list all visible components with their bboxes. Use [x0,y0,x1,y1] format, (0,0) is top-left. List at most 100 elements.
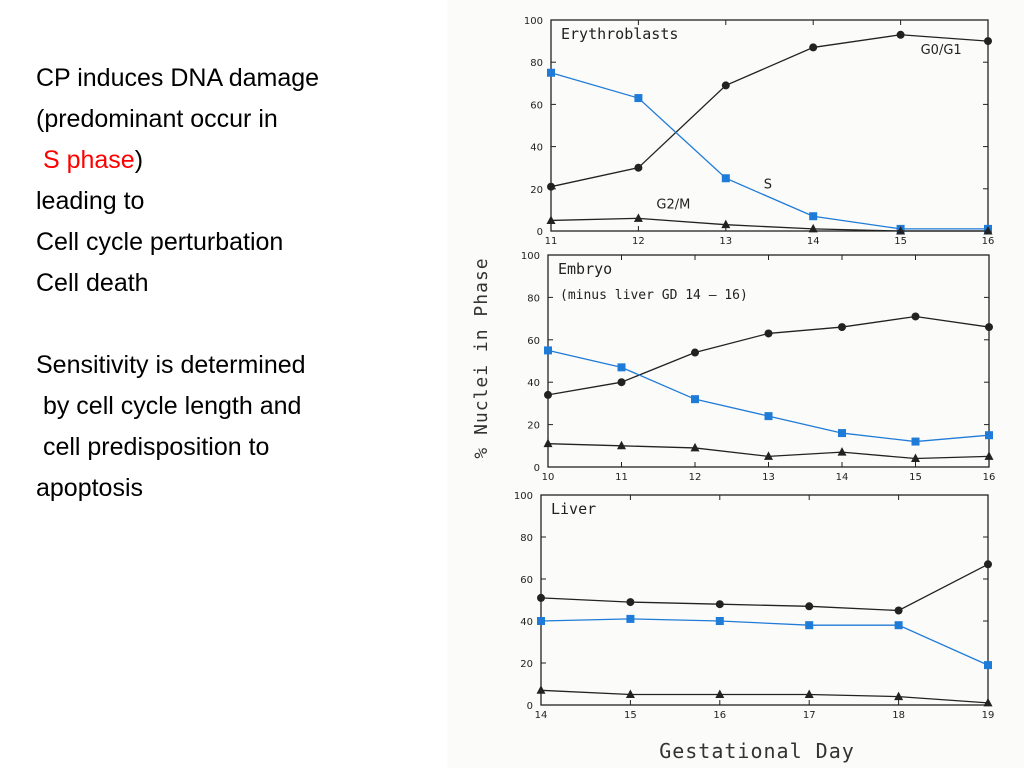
x-tick-label: 15 [624,710,637,721]
x-tick-label: 16 [983,472,996,483]
text-panel: CP induces DNA damage (predominant occur … [36,58,436,509]
data-point-g2m [543,438,553,448]
y-tick-label: 0 [534,463,540,474]
x-tick-label: 14 [807,236,820,247]
data-point-g0g1 [691,348,699,357]
data-point-g0g1 [838,323,846,332]
y-tick-label: 0 [537,227,543,238]
data-point-g0g1 [911,312,920,321]
text-line: S phase) [36,140,436,181]
text-fragment: cell predisposition to [36,433,270,461]
x-tick-label: 18 [892,710,905,721]
data-point-g0g1 [985,323,993,332]
data-point-s [691,395,699,404]
data-point-g2m [617,440,626,450]
chart-panel-erythroblasts: 0 20 40 60 80 100 11 12 13 14 15 16 Erythroblasts G0/… [524,16,994,247]
text-fragment [36,146,43,174]
text-fragment: Cell death [36,269,149,297]
y-tick-label: 40 [527,378,540,389]
data-point-s [985,431,993,440]
text-line: Cell cycle perturbation [36,222,436,263]
x-tick-label: 13 [719,236,732,247]
data-point-s [805,621,814,630]
x-tick-label: 12 [632,236,645,247]
y-axis-label: % Nuclei in Phase [471,257,492,458]
text-line: by cell cycle length and [36,386,436,427]
y-tick-label: 20 [530,185,543,196]
y-tick-label: 40 [520,617,533,628]
data-point-g2m [808,223,818,233]
data-point-s [547,68,555,77]
data-point-s [984,661,992,670]
data-point-g2m [690,442,700,452]
data-point-g0g1 [721,81,730,90]
x-tick-label: 16 [982,236,995,247]
chart-panel-embryo: 0 20 40 60 80 100 10 11 12 13 14 15 16 Embryo (minus l… [521,251,995,483]
data-point-g0g1 [984,560,992,569]
data-point-g0g1 [764,329,773,338]
y-tick-label: 0 [527,701,533,712]
figure-background [447,0,1024,768]
data-point-g2m [764,451,773,460]
data-point-g0g1 [537,593,545,602]
x-tick-label: 12 [689,472,702,483]
panel-title: Erythroblasts [561,25,678,43]
panel-subtitle: (minus liver GD 14 – 16) [560,288,748,303]
text-line: (predominant occur in [36,99,436,140]
series-line-triangle [550,217,988,232]
data-point-g0g1 [894,606,903,615]
data-point-g2m [896,226,906,235]
text-line: Cell death [36,263,436,304]
data-point-s [537,617,545,625]
data-point-g2m [715,689,725,698]
data-point-g0g1 [984,37,992,46]
data-point-g2m [721,219,731,229]
x-tick-label: 15 [909,472,922,483]
data-point-g0g1 [544,390,552,399]
data-point-g0g1 [805,602,814,611]
y-tick-label: 100 [514,491,533,502]
x-tick-label: 10 [542,472,555,483]
data-point-g0g1 [809,43,818,52]
data-point-s [809,212,818,221]
text-fragment: CP induces DNA damage [36,64,320,92]
data-point-s [544,346,552,355]
x-tick-label: 16 [713,710,726,721]
text-fragment: ) [134,146,144,174]
data-point-g2m [546,215,556,224]
y-tick-label: 60 [527,336,540,347]
panel-title: Liver [551,500,596,518]
data-point-g2m [625,689,635,698]
data-point-g0g1 [547,182,555,191]
x-tick-label: 19 [982,710,995,721]
text-line: CP induces DNA damage [36,58,436,99]
text-fragment: leading to [36,187,145,215]
data-point-g2m [983,697,993,707]
y-tick-label: 80 [520,533,533,544]
data-point-g2m [983,226,993,235]
data-point-g0g1 [715,600,724,609]
data-point-g0g1 [617,378,626,387]
y-tick-label: 20 [520,659,533,670]
data-point-s [721,174,730,183]
y-tick-label: 60 [530,100,543,111]
x-tick-label: 15 [894,236,907,247]
data-point-s [634,94,643,103]
text-line: leading to [36,181,436,222]
figure: 0 20 40 60 80 100 11 12 13 14 15 16 Erythroblasts G0/… [447,0,1024,768]
data-point-g2m [633,213,643,222]
x-tick-label: 11 [545,236,558,247]
data-point-g2m [536,685,546,694]
y-tick-label: 60 [520,575,533,586]
y-tick-label: 100 [521,251,540,262]
data-point-g0g1 [626,598,635,607]
data-point-s [838,429,846,438]
text-fragment: Sensitivity is determined [36,351,306,379]
data-point-s [626,614,635,623]
data-point-g0g1 [896,30,905,39]
y-tick-label: 80 [527,293,540,304]
data-point-g2m [804,689,814,698]
text-fragment: by cell cycle length and [36,392,302,420]
chart-panel-liver: 0 20 40 60 80 100 14 15 16 17 18 19 Liver [514,491,994,721]
